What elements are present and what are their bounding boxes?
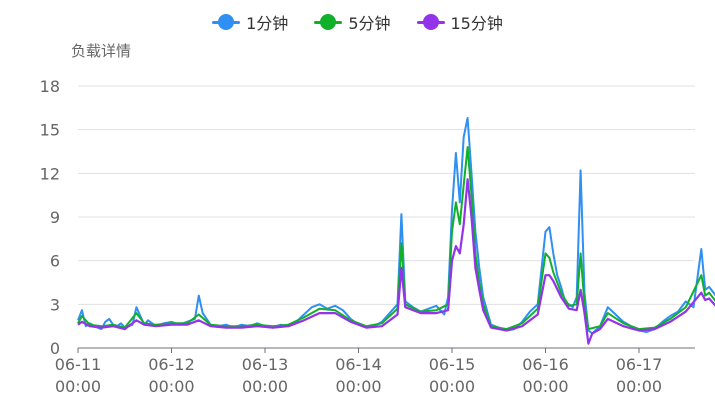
x-tick-label-date: 06-14 [335, 355, 382, 374]
legend-item[interactable]: 1分钟 [212, 10, 288, 34]
x-tick-label-time: 00:00 [522, 377, 568, 396]
x-tick-label-time: 00:00 [242, 377, 288, 396]
x-axis: 06-11 00:00 06-12 00:00 06-13 00:00 06-14 00:00… [55, 347, 695, 396]
legend-marker-icon [212, 14, 241, 30]
x-tick-label-date: 06-15 [429, 355, 476, 374]
series-line [77, 146, 715, 331]
y-tick-label: 3 [50, 295, 60, 314]
x-tick-label-date: 06-16 [522, 355, 569, 374]
legend-item[interactable]: 15分钟 [416, 10, 503, 34]
legend-label: 5分钟 [348, 14, 391, 33]
y-axis-title: 负载详情 [71, 42, 132, 60]
x-tick-label-time: 00:00 [616, 377, 662, 396]
legend-marker-icon [416, 14, 445, 30]
x-tick-label-date: 06-11 [55, 355, 102, 374]
legend: 1分钟 5分钟 15分钟 [0, 10, 715, 34]
y-tick-label: 18 [40, 77, 60, 96]
y-tick-label: 12 [40, 164, 60, 183]
x-tick-label-date: 06-13 [242, 355, 289, 374]
y-tick-label: 15 [40, 121, 60, 140]
x-tick-label-date: 06-17 [616, 355, 663, 374]
legend-marker-icon [314, 14, 343, 30]
y-axis: 0 3 6 9 12 15 18 [40, 77, 60, 358]
series-line [77, 178, 715, 345]
legend-label: 15分钟 [450, 14, 503, 33]
legend-item[interactable]: 5分钟 [314, 10, 391, 34]
y-tick-label: 0 [50, 339, 60, 358]
x-tick-label-date: 06-12 [148, 355, 195, 374]
x-tick-label-time: 00:00 [429, 377, 475, 396]
plot-area [77, 117, 715, 345]
y-tick-label: 9 [50, 208, 60, 227]
y-tick-label: 6 [50, 252, 60, 271]
grid-lines [78, 85, 695, 305]
x-tick-label-time: 00:00 [148, 377, 194, 396]
legend-label: 1分钟 [246, 14, 289, 33]
x-tick-label-time: 00:00 [55, 377, 101, 396]
series-line [77, 117, 715, 335]
x-tick-label-time: 00:00 [335, 377, 381, 396]
